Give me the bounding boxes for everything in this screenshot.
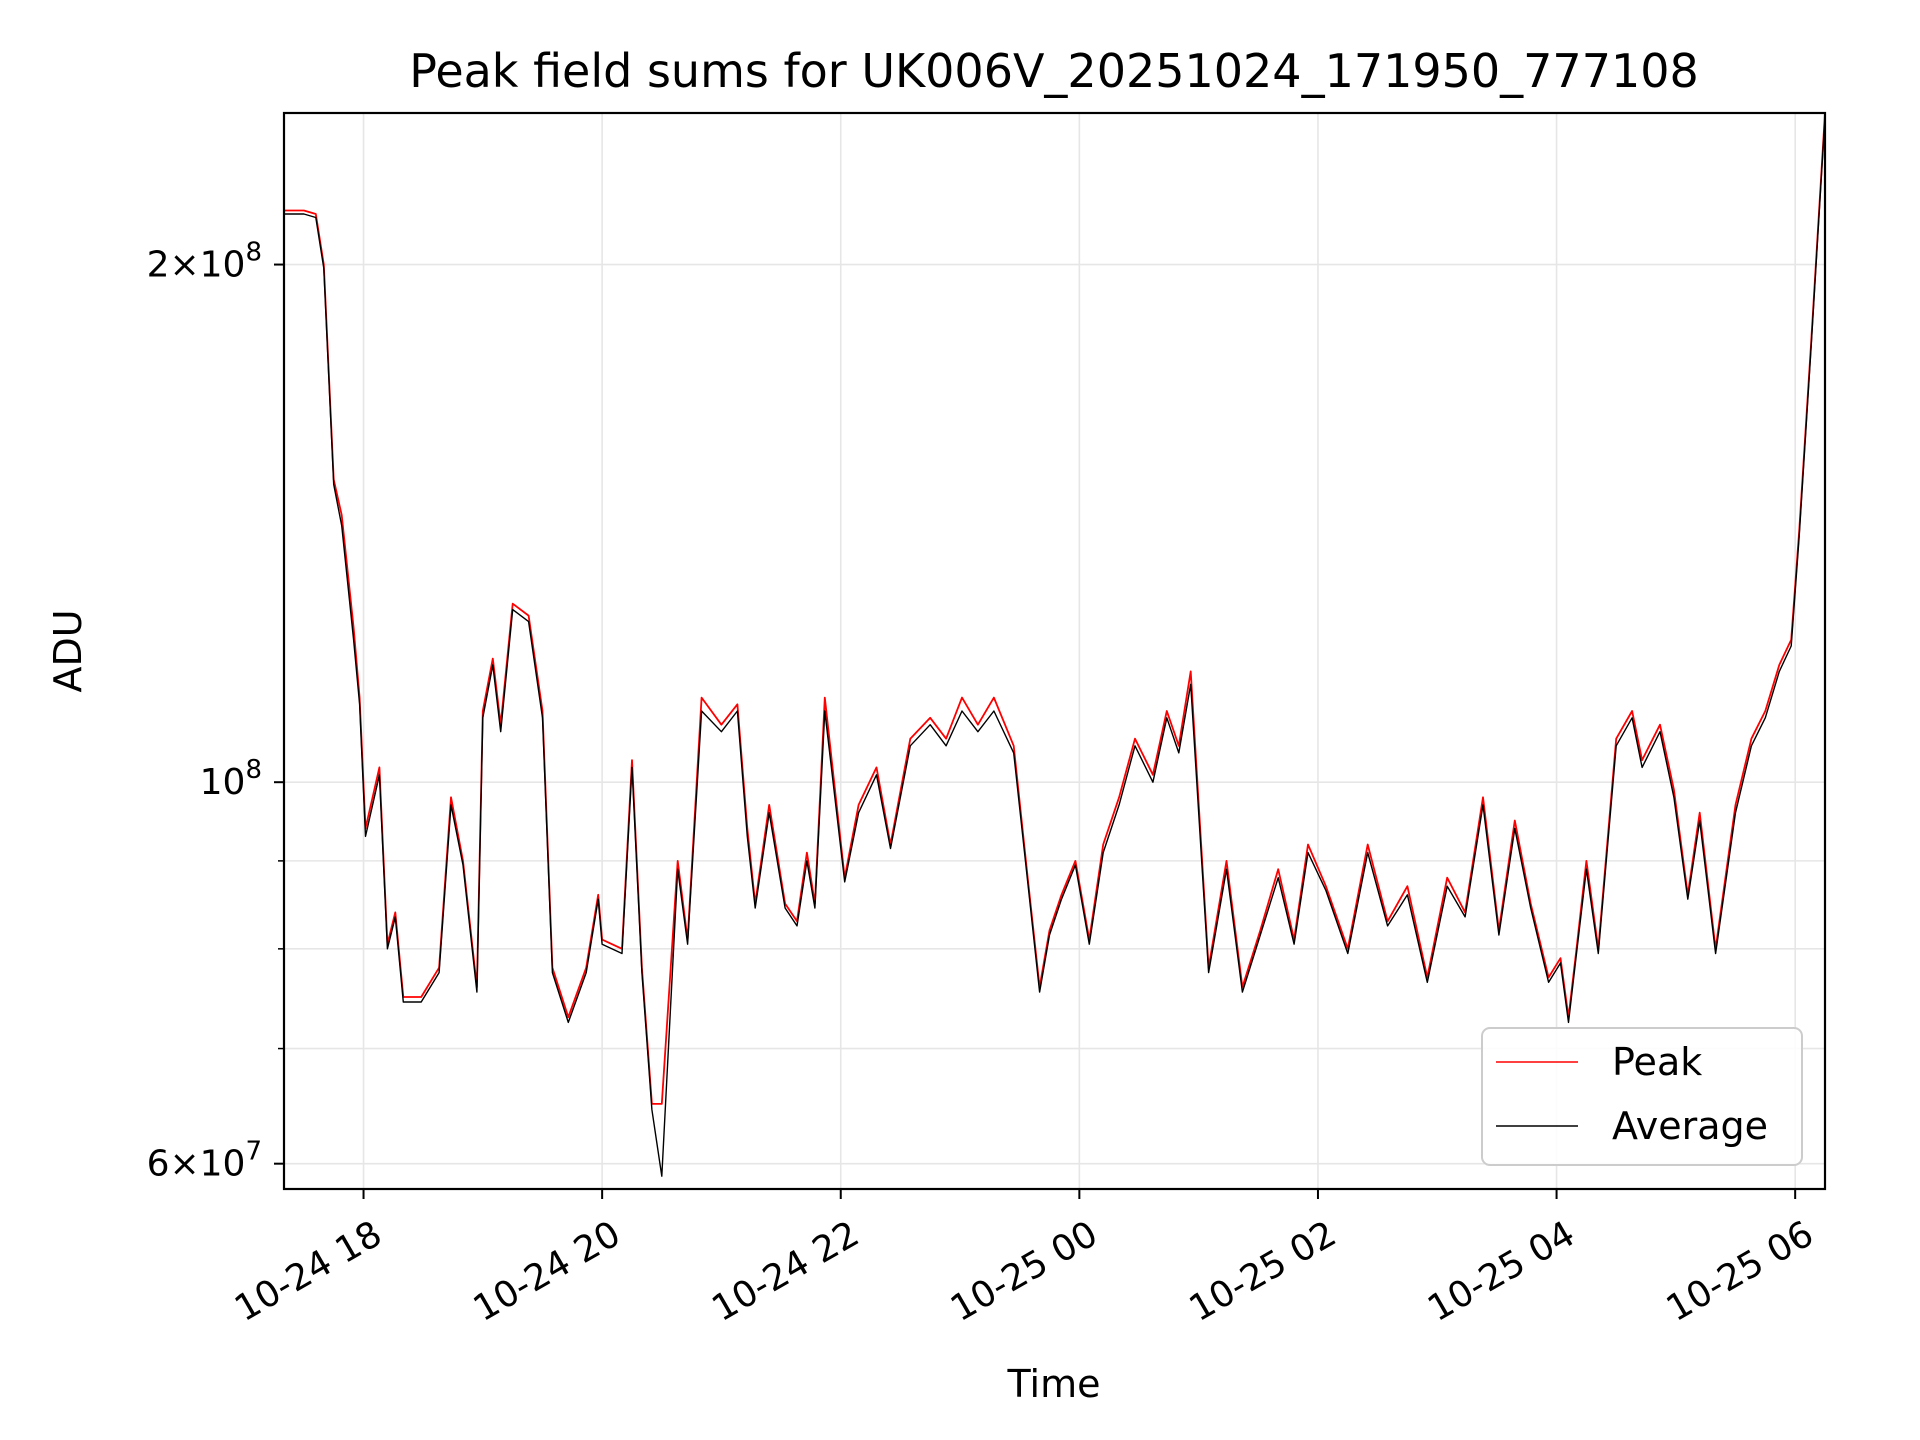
legend-label-average: Average (1612, 1104, 1768, 1148)
x-axis-label: Time (1007, 1362, 1101, 1406)
series-line-average (284, 116, 1826, 1177)
y-tick-label: 108 (200, 755, 262, 803)
y-axis-label: ADU (46, 609, 90, 692)
chart-title: Peak field sums for UK006V_20251024_1719… (409, 44, 1699, 98)
y-axis: 6×107 108 2×108 (147, 238, 284, 1185)
y-tick-label: 2×108 (147, 238, 262, 286)
legend: Peak Average (1481, 1027, 1803, 1166)
series-layer (284, 112, 1826, 1177)
y-tick-label: 6×107 (147, 1137, 262, 1185)
plot-frame (282, 111, 1827, 1191)
legend-label-peak: Peak (1612, 1040, 1702, 1084)
